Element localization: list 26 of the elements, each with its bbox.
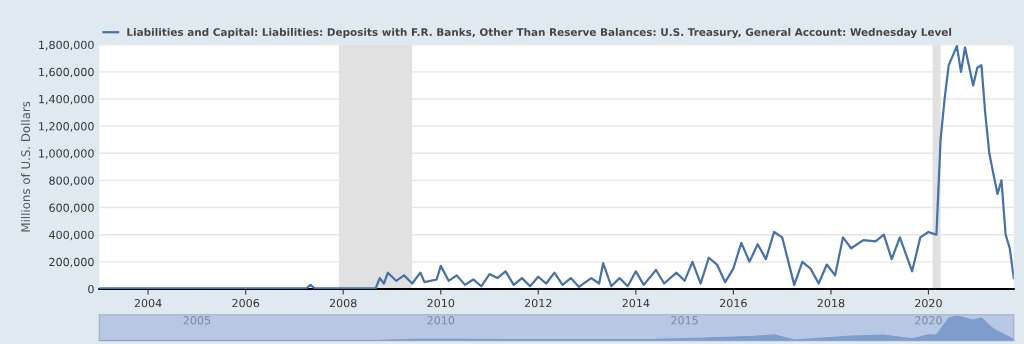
y-tick-label: 200,000 (49, 257, 94, 268)
x-tick-label: 2020 (915, 298, 942, 308)
x-tick-label: 2010 (427, 316, 455, 325)
x-tick-label: 2006 (232, 298, 260, 308)
x-tick-label: 2005 (183, 316, 211, 325)
x-tick-label: 2016 (720, 298, 747, 308)
legend-label: Liabilities and Capital: Liabilities: Deposits with F.R. Banks, Other Than Reserve Balances: U.S. Treasury, General Account: Wednesday Level (127, 27, 952, 39)
y-axis-title: Millions of U.S. Dollars (20, 101, 31, 232)
y-tick-label: 400,000 (49, 230, 94, 241)
x-tick-label: 2015 (671, 316, 698, 325)
x-tick-label: 2008 (329, 298, 357, 308)
x-tick-label: 2010 (427, 298, 455, 308)
y-tick-label: 1,000,000 (39, 149, 94, 159)
y-tick-label: 1,200,000 (39, 122, 94, 132)
y-tick-label: 0 (88, 284, 94, 294)
x-tick-label: 2020 (915, 316, 942, 325)
y-tick-label: 1,800,000 (39, 40, 94, 51)
y-tick-label: 1,600,000 (39, 67, 94, 78)
x-tick-label: 2014 (622, 298, 650, 308)
y-tick-label: 800,000 (49, 176, 94, 186)
y-tick-label: 600,000 (49, 203, 94, 214)
line-series (99, 44, 1014, 289)
x-tick-label: 2012 (524, 298, 552, 308)
x-tick-label: 2018 (817, 298, 845, 308)
x-tick-label: 2004 (134, 298, 162, 308)
y-tick-label: 1,400,000 (39, 94, 94, 105)
